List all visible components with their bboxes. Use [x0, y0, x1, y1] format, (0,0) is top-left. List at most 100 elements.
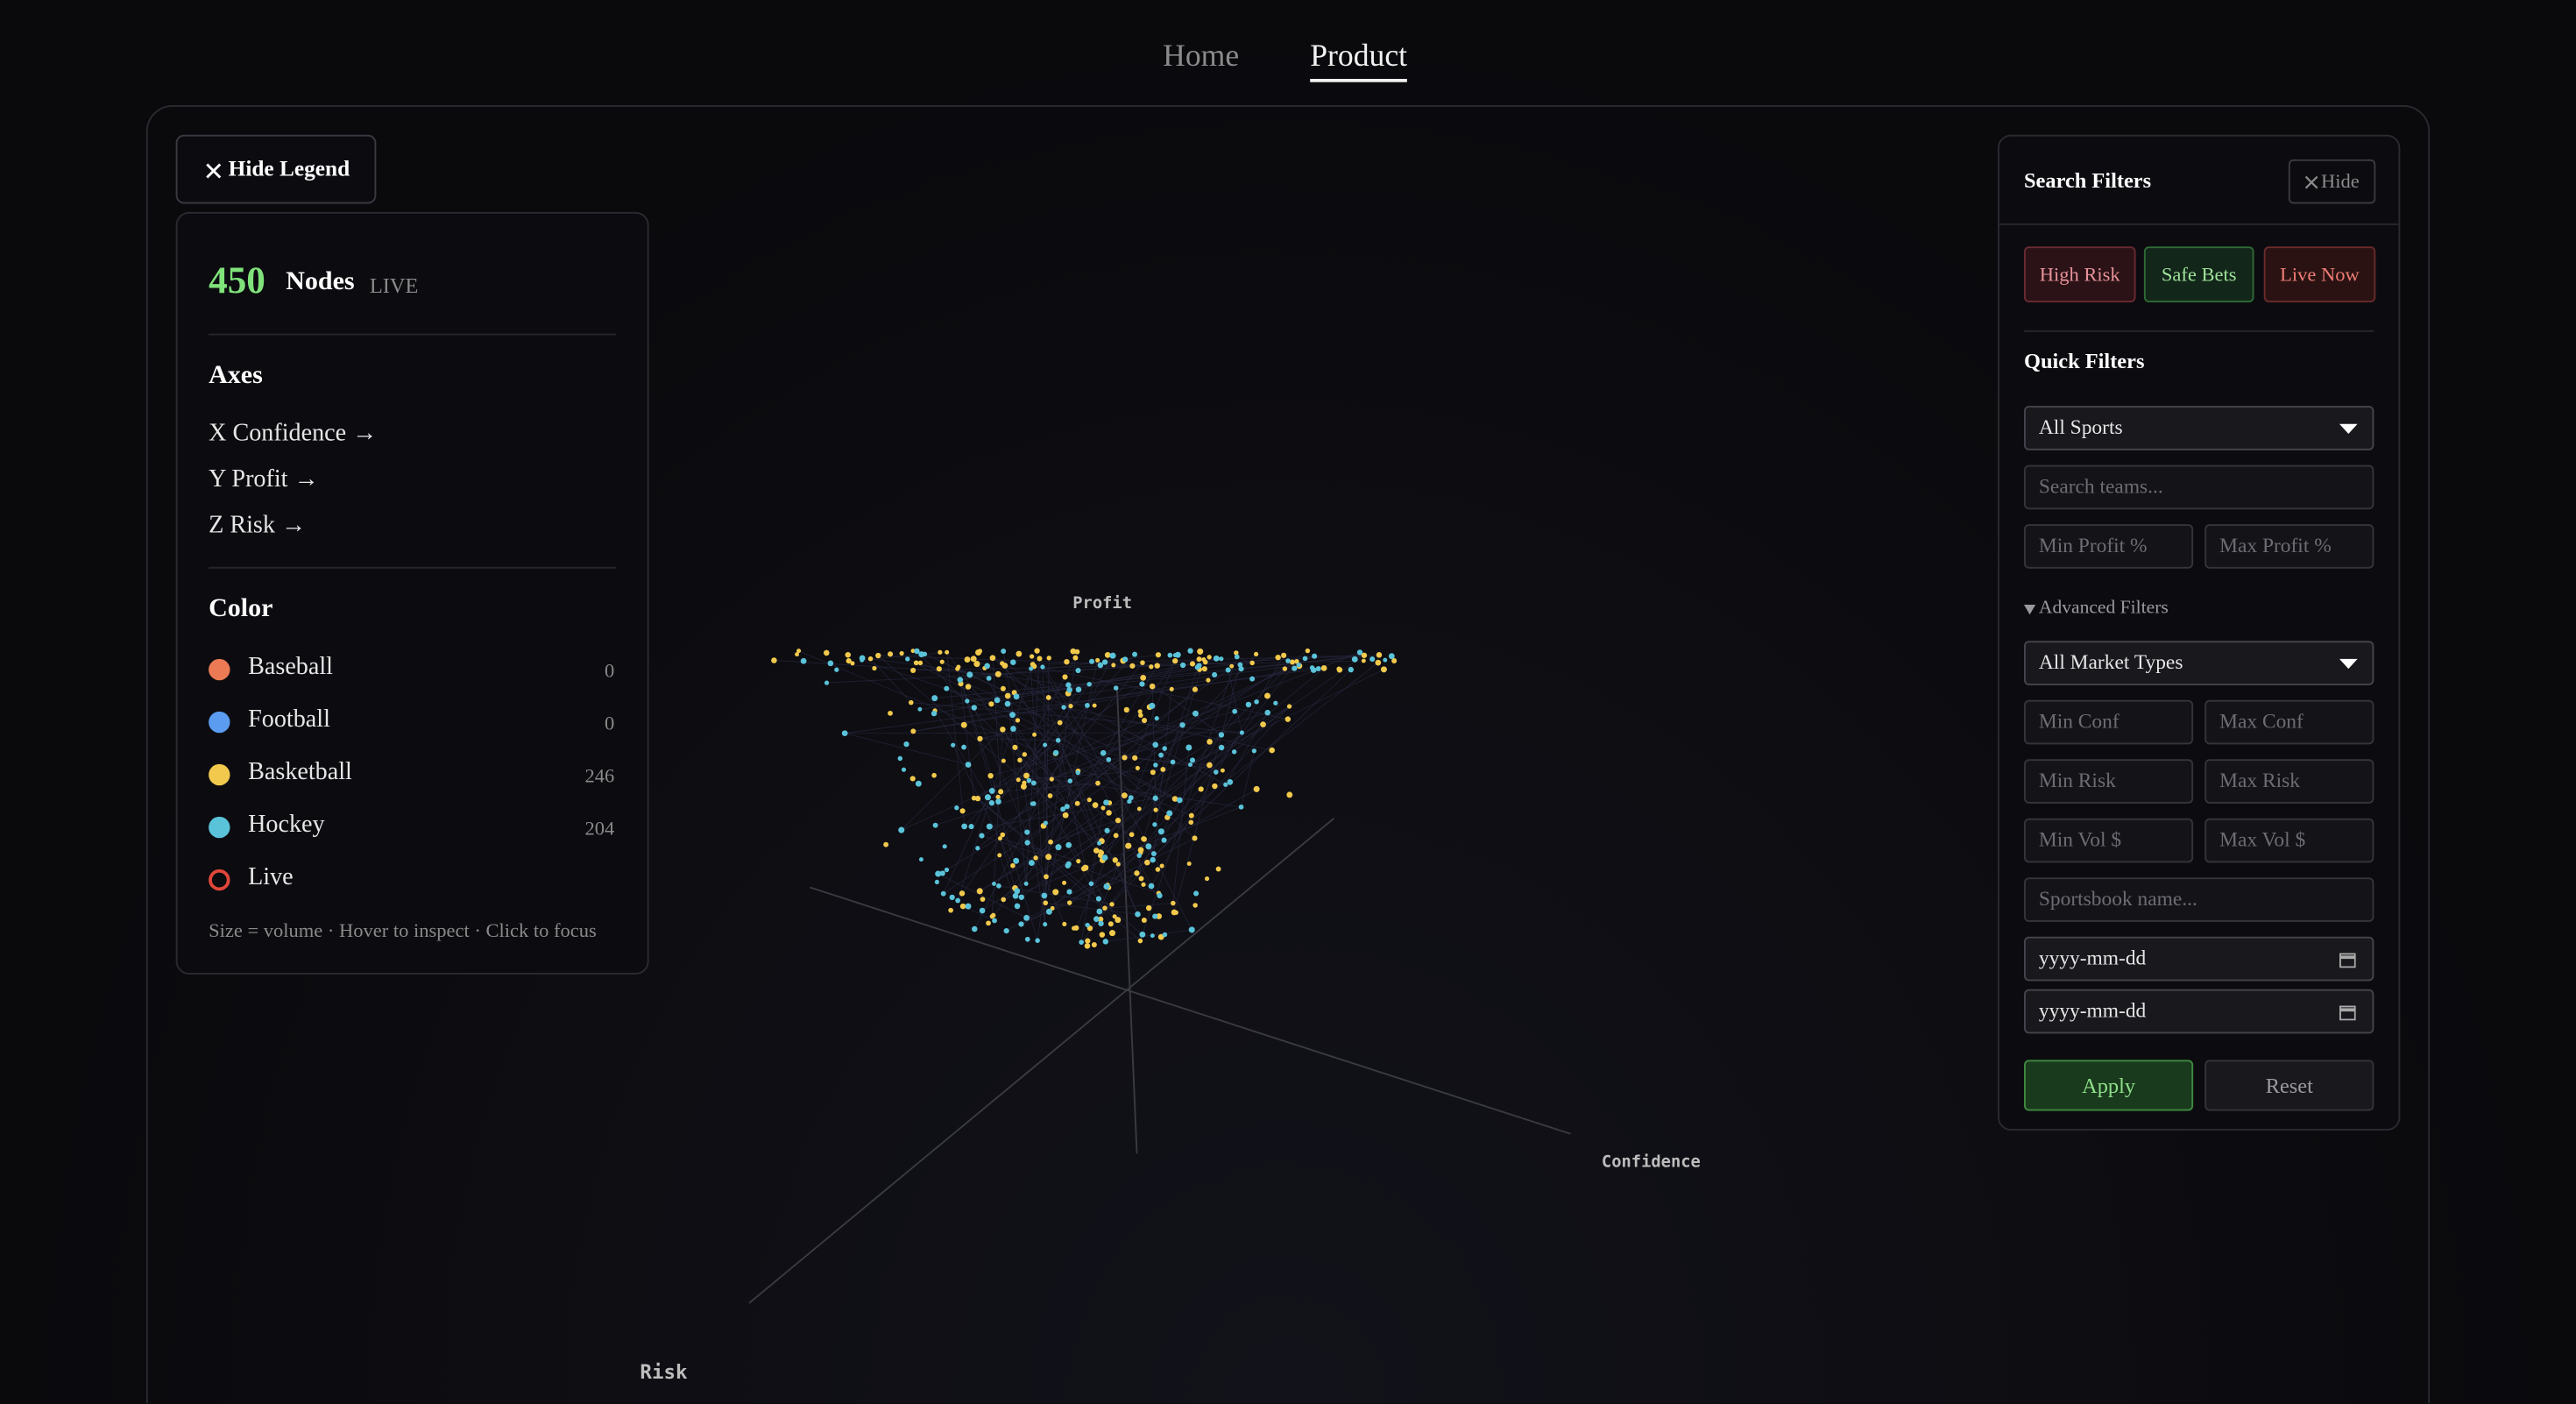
node [949, 894, 955, 901]
legend-name[interactable]: Live [248, 864, 294, 891]
node [1113, 833, 1119, 839]
node [1238, 804, 1244, 810]
node [965, 684, 972, 690]
node-link [952, 744, 1014, 866]
node [1171, 900, 1176, 906]
node-link [1228, 670, 1242, 734]
node [1066, 686, 1072, 693]
node [1097, 662, 1104, 669]
date-field[interactable]: yyyy-mm-dd [2024, 989, 2374, 1034]
node [841, 730, 848, 737]
node [940, 890, 946, 897]
text-field[interactable]: Max Conf [2204, 699, 2374, 745]
filter-chip[interactable]: Safe Bets [2143, 246, 2254, 302]
node [1198, 786, 1204, 792]
node [1012, 892, 1019, 899]
hide-filters-button[interactable]: Hide [2288, 159, 2376, 204]
node [1375, 659, 1382, 666]
node [1092, 802, 1099, 808]
nav-link[interactable]: Product [1310, 39, 1408, 82]
node-link [1023, 712, 1268, 787]
text-field[interactable]: Min Vol $ [2024, 818, 2194, 863]
node [1380, 666, 1387, 673]
text-field[interactable]: Min Profit % [2024, 524, 2194, 569]
node [1144, 859, 1150, 866]
node [1024, 840, 1030, 846]
filter-chip[interactable]: High Risk [2024, 246, 2136, 302]
node [1138, 713, 1143, 718]
node [954, 805, 959, 811]
node [1219, 656, 1224, 662]
legend-name[interactable]: Baseball [248, 654, 333, 681]
node [1376, 652, 1383, 658]
select-field[interactable]: All Market Types [2024, 641, 2374, 685]
text-field[interactable]: Search teams... [2024, 464, 2374, 510]
node [939, 659, 945, 664]
node [1296, 663, 1301, 668]
node [1097, 840, 1102, 846]
section-title[interactable]: Advanced Filters [2038, 598, 2169, 619]
reset-button[interactable]: Reset [2204, 1060, 2374, 1111]
node-link [845, 667, 1325, 734]
node [1102, 939, 1109, 945]
node-link [992, 657, 1195, 839]
node [1302, 656, 1308, 662]
text-field[interactable]: Max Vol $ [2204, 818, 2374, 863]
apply-button[interactable]: Apply [2024, 1060, 2194, 1111]
text-field[interactable]: Min Conf [2024, 699, 2194, 745]
nav-link[interactable]: Home [1163, 39, 1240, 74]
node [845, 651, 852, 658]
node-link [973, 655, 1114, 930]
node [957, 677, 964, 684]
node [795, 652, 800, 657]
node [1004, 700, 1011, 707]
date-field[interactable]: yyyy-mm-dd [2024, 936, 2374, 982]
node [1153, 762, 1158, 768]
node [998, 789, 1004, 795]
node [980, 897, 986, 903]
node [910, 728, 916, 734]
node [1152, 741, 1159, 748]
node [846, 658, 852, 664]
node [1066, 900, 1072, 905]
text-field[interactable]: Sportsbook name... [2024, 877, 2374, 922]
node-link [877, 655, 1160, 897]
field-value: All Sports [2038, 415, 2123, 439]
node [1045, 908, 1052, 915]
node [1089, 658, 1095, 664]
node [1155, 652, 1162, 658]
node [955, 897, 961, 904]
hide-legend-button[interactable]: Hide Legend [175, 134, 377, 204]
node [913, 660, 919, 666]
node [1253, 651, 1259, 657]
dropdown-arrow [2339, 658, 2358, 670]
node-link [1148, 846, 1192, 931]
node [1159, 863, 1164, 869]
node [951, 742, 956, 748]
legend-swatch [209, 658, 230, 681]
node [834, 667, 839, 672]
legend-name[interactable]: Football [248, 706, 330, 734]
calendar [2339, 953, 2356, 968]
node [976, 888, 983, 895]
node [1160, 767, 1166, 772]
legend-name[interactable]: Hockey [248, 812, 325, 839]
filter-chip[interactable]: Live Now [2263, 246, 2376, 302]
node [964, 656, 971, 663]
text-field[interactable]: Max Risk [2204, 759, 2374, 804]
node [1032, 732, 1037, 737]
legend-name[interactable]: Basketball [248, 759, 352, 786]
node [1197, 648, 1204, 655]
node-link [1108, 759, 1140, 810]
node [1152, 822, 1157, 827]
node [1167, 652, 1173, 658]
node [931, 772, 937, 778]
node [1013, 857, 1020, 864]
text-field[interactable]: Min Risk [2024, 759, 2194, 804]
placeholder: Max Vol $ [2219, 828, 2306, 852]
text-field[interactable]: Max Profit % [2204, 524, 2374, 569]
divider [209, 333, 617, 336]
node [800, 657, 807, 664]
node [1320, 664, 1327, 671]
select-field[interactable]: All Sports [2024, 406, 2374, 450]
